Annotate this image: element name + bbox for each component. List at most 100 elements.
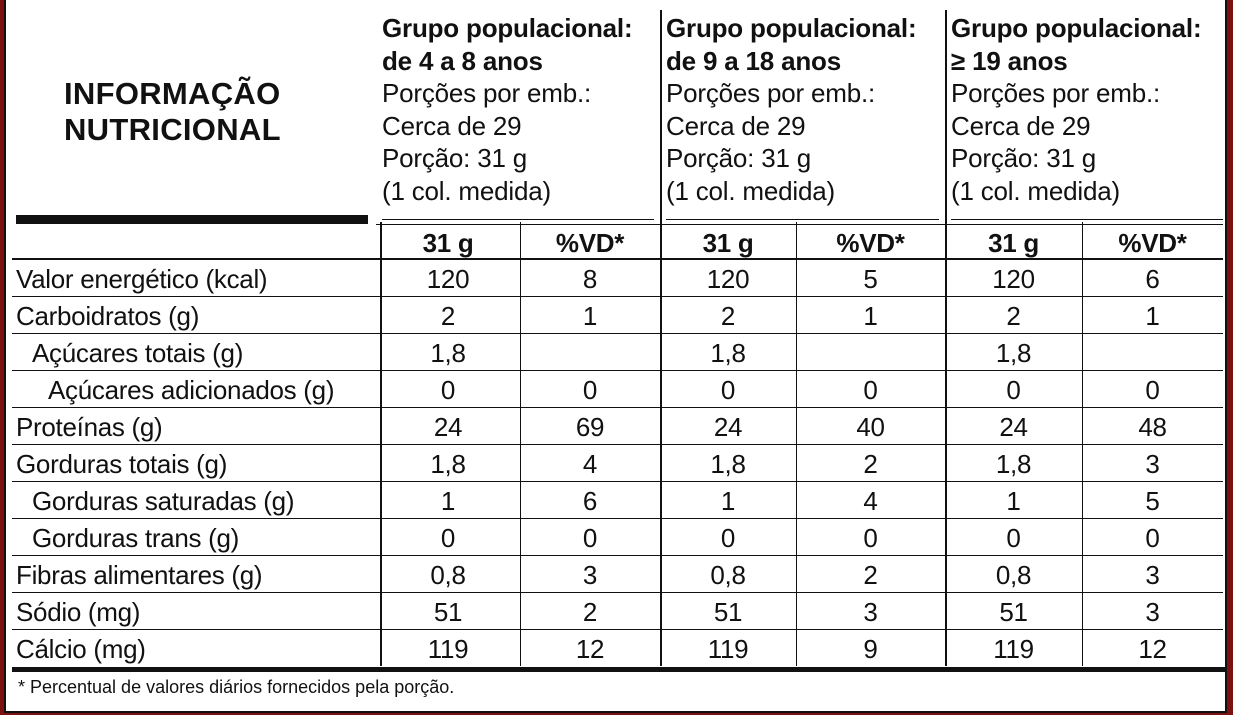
title-line: INFORMAÇÃO xyxy=(64,76,281,111)
table-title: INFORMAÇÃO NUTRICIONAL xyxy=(64,76,281,148)
row-value: 0 xyxy=(1006,523,1021,553)
row-value: 0 xyxy=(720,375,736,405)
group-age: ≥ 19 anos xyxy=(951,45,1068,76)
row-value: 48 xyxy=(1138,412,1167,442)
row-label: Valor energético (kcal) xyxy=(16,264,268,294)
row-divider xyxy=(12,555,1223,556)
row-value: 0 xyxy=(1006,375,1021,405)
row-divider xyxy=(12,629,1223,630)
row-value: 2 xyxy=(863,560,878,590)
row-divider xyxy=(12,444,1223,445)
group-header-19-plus: Grupo populacional: ≥ 19 anos Porções po… xyxy=(951,12,1202,207)
column-header: 31 g xyxy=(702,228,754,258)
row-value: 51 xyxy=(433,597,463,627)
group-header-4-8: Grupo populacional: de 4 a 8 anos Porçõe… xyxy=(382,12,633,207)
row-value: 0 xyxy=(1145,375,1160,405)
row-value: 2 xyxy=(582,597,598,627)
row-value: 24 xyxy=(713,412,743,442)
row-value: 1 xyxy=(1006,486,1021,516)
row-value: 51 xyxy=(999,597,1028,627)
group-header-9-18: Grupo populacional: de 9 a 18 anos Porçõ… xyxy=(666,12,917,207)
table-bottom-bar xyxy=(12,667,1225,672)
row-value: 0 xyxy=(863,523,878,553)
row-value: 5 xyxy=(863,264,878,294)
row-label: Açúcares totais (g) xyxy=(32,338,244,368)
group-label: Grupo populacional: xyxy=(951,13,1202,43)
nutrition-facts-panel: INFORMAÇÃO NUTRICIONAL Grupo populaciona… xyxy=(4,0,1227,713)
column-header: %VD* xyxy=(836,228,905,258)
row-value: 120 xyxy=(426,264,470,294)
row-value: 120 xyxy=(706,264,750,294)
row-value: 69 xyxy=(575,412,605,442)
column-header: 31 g xyxy=(988,228,1039,258)
row-value: 3 xyxy=(1145,597,1160,627)
servings-value: Cerca de 29 xyxy=(951,110,1091,141)
row-label: Carboidratos (g) xyxy=(16,301,200,331)
group-divider-line xyxy=(666,219,939,220)
row-value: 6 xyxy=(582,486,598,516)
servings-label: Porções por emb.: xyxy=(666,78,876,108)
row-value xyxy=(520,335,660,372)
row-value: 2 xyxy=(440,301,456,331)
row-label: Gorduras trans (g) xyxy=(32,523,240,553)
row-value: 1 xyxy=(440,486,456,516)
row-value: 1 xyxy=(1145,301,1160,331)
row-label: Cálcio (mg) xyxy=(16,634,146,664)
row-value xyxy=(1082,335,1223,372)
row-value: 4 xyxy=(582,449,598,479)
row-value: 0,8 xyxy=(710,560,746,590)
row-label: Proteínas (g) xyxy=(16,412,163,442)
row-label: Açúcares adicionados (g) xyxy=(48,375,335,405)
row-value: 0,8 xyxy=(995,560,1032,590)
row-value: 119 xyxy=(427,634,469,664)
row-value: 24 xyxy=(433,412,463,442)
servings-label: Porções por emb.: xyxy=(382,78,592,108)
row-value: 2 xyxy=(1006,301,1021,331)
row-value: 1,8 xyxy=(710,338,746,368)
row-label: Sódio (mg) xyxy=(16,597,141,627)
row-divider xyxy=(12,407,1223,408)
group-divider-line xyxy=(951,219,1223,220)
group-label: Grupo populacional: xyxy=(666,13,917,43)
column-header: %VD* xyxy=(555,228,625,258)
column-divider xyxy=(660,10,662,666)
portion-measure: (1 col. medida) xyxy=(666,175,835,206)
row-value: 1,8 xyxy=(430,449,466,479)
row-value: 120 xyxy=(992,264,1035,294)
row-value: 0 xyxy=(1145,523,1160,553)
row-value: 1,8 xyxy=(710,449,746,479)
row-value: 3 xyxy=(1145,449,1160,479)
row-value: 4 xyxy=(863,486,878,516)
servings-value: Cerca de 29 xyxy=(382,110,522,141)
title-divider-bar xyxy=(16,215,368,224)
row-divider xyxy=(12,481,1223,482)
row-value: 3 xyxy=(863,597,878,627)
row-value: 1,8 xyxy=(995,338,1032,368)
column-divider xyxy=(1082,222,1083,666)
row-divider xyxy=(12,333,1223,334)
row-value: 1,8 xyxy=(995,449,1032,479)
portion-measure: (1 col. medida) xyxy=(382,175,551,206)
row-value: 5 xyxy=(1145,486,1160,516)
row-value: 12 xyxy=(1138,634,1167,664)
row-value: 0 xyxy=(582,523,598,553)
row-value: 0 xyxy=(440,375,456,405)
row-value: 1,8 xyxy=(430,338,466,368)
row-value: 3 xyxy=(1145,560,1160,590)
row-divider xyxy=(12,592,1223,593)
portion-size: Porção: 31 g xyxy=(951,143,1097,173)
row-divider xyxy=(12,518,1223,519)
servings-label: Porções por emb.: xyxy=(951,78,1161,108)
row-value: 119 xyxy=(993,634,1034,664)
row-value: 6 xyxy=(1145,264,1160,294)
column-header: %VD* xyxy=(1118,228,1187,258)
row-value: 0 xyxy=(720,523,736,553)
row-value: 0 xyxy=(582,375,598,405)
portion-measure: (1 col. medida) xyxy=(951,175,1120,206)
row-value: 1 xyxy=(582,301,598,331)
column-divider xyxy=(796,222,797,666)
row-value: 0 xyxy=(440,523,456,553)
row-value: 2 xyxy=(863,449,878,479)
row-value: 9 xyxy=(863,634,878,664)
row-value: 3 xyxy=(582,560,598,590)
